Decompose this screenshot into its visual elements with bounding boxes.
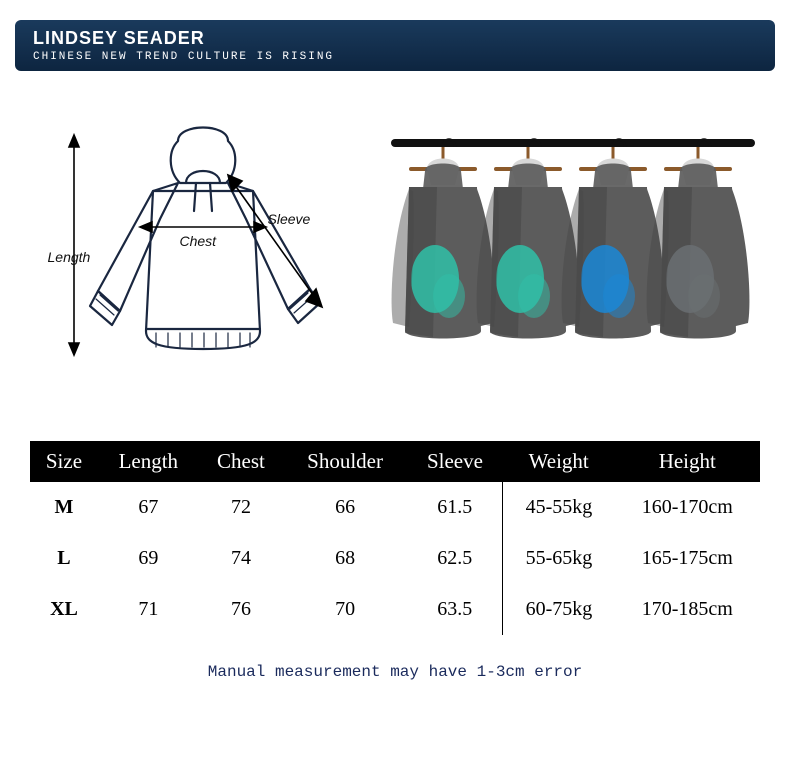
size-diagram: Length Chest Sleeve — [28, 111, 368, 411]
cell-sleeve: 62.5 — [407, 533, 503, 584]
cell-chest: 72 — [199, 482, 283, 533]
cell-height: 165-175cm — [615, 533, 760, 584]
table-row: L69746862.555-65kg165-175cm — [30, 533, 760, 584]
cell-chest: 76 — [199, 584, 283, 635]
brand-subtitle: CHINESE NEW TREND CULTURE IS RISING — [33, 51, 757, 63]
col-sleeve: Sleeve — [407, 441, 503, 482]
cell-shoulder: 70 — [283, 584, 407, 635]
cell-weight: 60-75kg — [503, 584, 615, 635]
cell-size: XL — [30, 584, 98, 635]
cell-weight: 55-65kg — [503, 533, 615, 584]
cell-sleeve: 61.5 — [407, 482, 503, 533]
brand-banner: LINDSEY SEADER CHINESE NEW TREND CULTURE… — [15, 20, 775, 71]
measurement-footnote: Manual measurement may have 1-3cm error — [0, 663, 790, 681]
cell-size: M — [30, 482, 98, 533]
cell-chest: 74 — [199, 533, 283, 584]
cell-length: 71 — [98, 584, 199, 635]
col-size: Size — [30, 441, 98, 482]
col-shoulder: Shoulder — [283, 441, 407, 482]
cell-height: 160-170cm — [615, 482, 760, 533]
cell-shoulder: 68 — [283, 533, 407, 584]
cell-sleeve: 63.5 — [407, 584, 503, 635]
table-row: M67726661.545-55kg160-170cm — [30, 482, 760, 533]
diagram-label-length: Length — [48, 249, 91, 265]
cell-length: 69 — [98, 533, 199, 584]
cell-height: 170-185cm — [615, 584, 760, 635]
table-header-row: Size Length Chest Shoulder Sleeve Weight… — [30, 441, 760, 482]
illustration-row: Length Chest Sleeve — [20, 101, 770, 421]
hoodie-rack — [383, 111, 763, 411]
cell-length: 67 — [98, 482, 199, 533]
diagram-label-chest: Chest — [180, 233, 217, 249]
table-row: XL71767063.560-75kg170-185cm — [30, 584, 760, 635]
size-table: Size Length Chest Shoulder Sleeve Weight… — [30, 441, 760, 635]
col-weight: Weight — [503, 441, 615, 482]
col-length: Length — [98, 441, 199, 482]
col-height: Height — [615, 441, 760, 482]
cell-size: L — [30, 533, 98, 584]
cell-shoulder: 66 — [283, 482, 407, 533]
col-chest: Chest — [199, 441, 283, 482]
size-table-wrap: Size Length Chest Shoulder Sleeve Weight… — [30, 441, 760, 635]
brand-title: LINDSEY SEADER — [33, 28, 757, 49]
diagram-label-sleeve: Sleeve — [268, 211, 311, 227]
cell-weight: 45-55kg — [503, 482, 615, 533]
